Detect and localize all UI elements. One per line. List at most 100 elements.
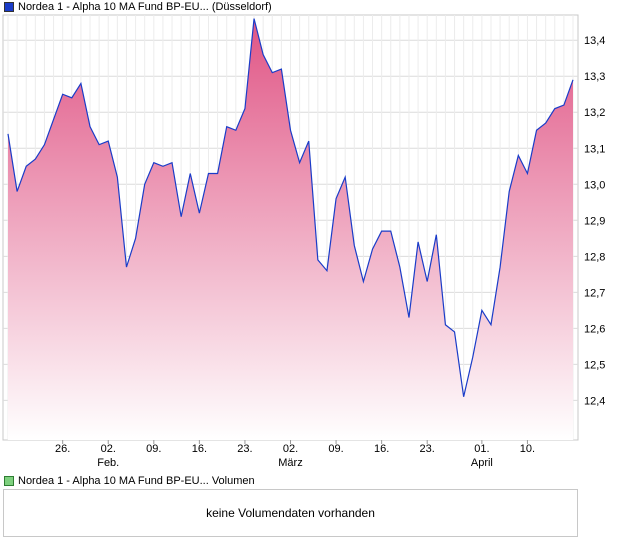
area-layer [7,18,574,440]
price-point [189,172,191,174]
price-point [572,79,574,81]
price-point [153,162,155,164]
price-point [207,172,209,174]
price-point [253,18,255,20]
price-point [499,266,501,268]
y-tick-label: 12,6 [584,323,605,335]
x-tick-label: 23. [420,443,435,455]
y-tick-label: 13,3 [584,71,605,83]
price-point [290,129,292,131]
price-point [362,281,364,283]
price-point [426,281,428,283]
price-point [280,68,282,70]
price-point [517,154,519,156]
price-point [271,72,273,74]
price-point [235,129,237,131]
price-point [7,133,9,135]
x-tick-label: 16. [192,443,207,455]
price-point [472,356,474,358]
x-tick-label: 09. [328,443,343,455]
y-tick-label: 13,1 [584,143,605,155]
price-point [125,266,127,268]
price-point [244,108,246,110]
price-point [353,245,355,247]
price-point [98,144,100,146]
price-point [80,82,82,84]
price-point [217,172,219,174]
x-axis-ticks: 26. 02. Feb. 09. 16. 23. 02. März 09. 16. 23. 01. Ap… [55,440,535,469]
price-point [135,237,137,239]
price-point [25,165,27,167]
price-point [198,212,200,214]
x-month-label: März [278,457,302,469]
price-point [62,93,64,95]
x-tick-label: 26. [55,443,70,455]
volume-legend-swatch [4,476,14,486]
x-tick-label: 09. [146,443,161,455]
price-point [43,144,45,146]
y-tick-label: 12,9 [584,215,605,227]
price-point [563,104,565,106]
y-axis-ticks: 12,4 12,5 12,6 12,7 12,8 12,9 13,0 13,1 13,2 13,3… [584,35,605,407]
price-point [144,183,146,185]
x-tick-label: 23. [237,443,252,455]
x-tick-label: 10. [520,443,535,455]
price-point [372,248,374,250]
price-point [308,140,310,142]
x-month-label: April [471,457,493,469]
price-legend-swatch [4,2,14,12]
y-tick-label: 12,4 [584,395,605,407]
price-point [444,324,446,326]
price-point [53,118,55,120]
price-point [526,172,528,174]
price-point [171,162,173,164]
price-point [317,259,319,261]
x-tick-label: 16. [374,443,389,455]
price-point [107,140,109,142]
price-point [390,230,392,232]
x-tick-label: 01. [474,443,489,455]
price-point [417,241,419,243]
y-tick-label: 12,5 [584,359,605,371]
price-point [116,176,118,178]
price-point [344,176,346,178]
y-tick-label: 12,7 [584,287,605,299]
price-point [299,162,301,164]
price-point [34,158,36,160]
price-series-line [7,18,574,397]
price-point [162,165,164,167]
price-point [16,190,18,192]
price-legend: Nordea 1 - Alpha 10 MA Fund BP-EU... (Dü… [0,0,272,14]
price-point [381,230,383,232]
price-point [335,198,337,200]
volume-legend: Nordea 1 - Alpha 10 MA Fund BP-EU... Vol… [0,474,255,488]
price-point [481,309,483,311]
price-point [180,216,182,218]
y-tick-label: 12,8 [584,251,605,263]
x-month-label: Feb. [97,457,119,469]
price-area-fill [8,18,573,440]
price-point [89,126,91,128]
price-point [326,270,328,272]
price-point [262,54,264,56]
price-point [408,317,410,319]
price-point [226,126,228,128]
price-point [490,324,492,326]
volume-panel: keine Volumendaten vorhanden [3,489,578,537]
price-legend-label: Nordea 1 - Alpha 10 MA Fund BP-EU... (Dü… [18,1,272,13]
y-tick-label: 13,4 [584,35,605,47]
volume-legend-label: Nordea 1 - Alpha 10 MA Fund BP-EU... Vol… [18,475,255,487]
price-point [463,396,465,398]
x-tick-label: 02. [283,443,298,455]
price-point [399,266,401,268]
volume-empty-message: keine Volumendaten vorhanden [206,506,375,520]
price-chart: 12,4 12,5 12,6 12,7 12,8 12,9 13,0 13,1 13,2 13,3… [2,14,605,469]
price-point [435,234,437,236]
y-tick-label: 13,0 [584,179,605,191]
y-tick-label: 13,2 [584,107,605,119]
price-point [71,97,73,99]
price-point [536,129,538,131]
price-point [508,190,510,192]
price-point [454,331,456,333]
x-tick-label: 02. [101,443,116,455]
